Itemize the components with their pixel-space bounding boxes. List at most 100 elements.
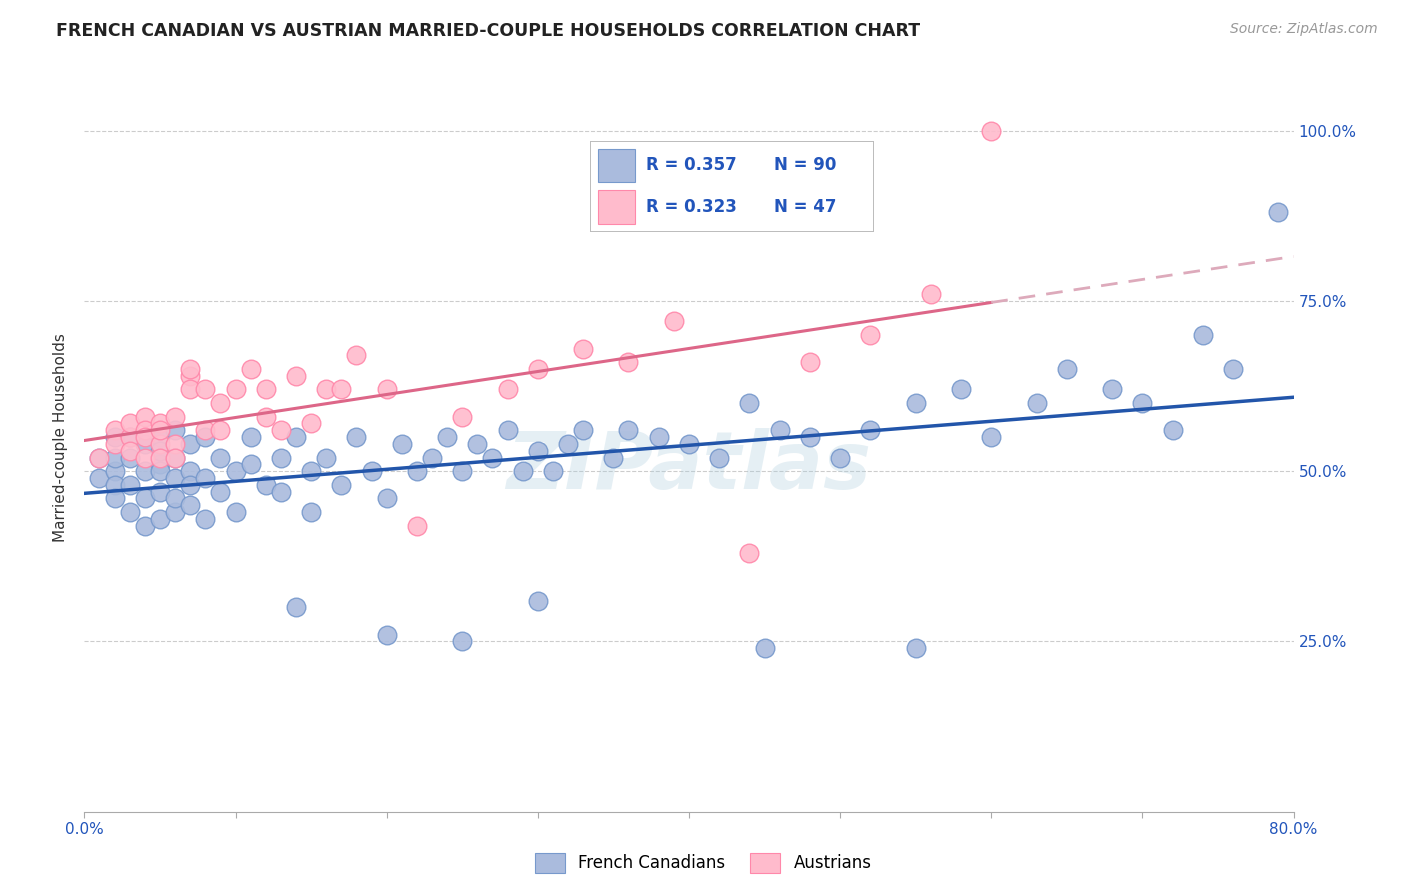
Point bbox=[738, 546, 761, 560]
FancyBboxPatch shape bbox=[599, 149, 636, 183]
Point bbox=[209, 450, 232, 465]
Point bbox=[285, 368, 308, 383]
Point bbox=[541, 464, 564, 478]
Point bbox=[496, 423, 519, 437]
Point bbox=[179, 437, 201, 451]
Text: R = 0.357: R = 0.357 bbox=[647, 156, 737, 175]
Point bbox=[285, 600, 308, 615]
Point bbox=[738, 396, 761, 410]
Point bbox=[104, 450, 127, 465]
Point bbox=[346, 348, 368, 362]
Point bbox=[1192, 327, 1215, 342]
Point bbox=[149, 484, 172, 499]
Point bbox=[375, 383, 398, 397]
Point bbox=[104, 423, 127, 437]
Point bbox=[149, 417, 172, 431]
Point bbox=[165, 505, 187, 519]
Point bbox=[104, 430, 127, 444]
Point bbox=[1267, 205, 1289, 219]
Point bbox=[467, 437, 489, 451]
Point bbox=[165, 450, 187, 465]
Point bbox=[904, 396, 927, 410]
Point bbox=[149, 430, 172, 444]
Point bbox=[149, 437, 172, 451]
Point bbox=[859, 327, 882, 342]
Point bbox=[1025, 396, 1047, 410]
Point bbox=[1101, 383, 1123, 397]
Point bbox=[209, 396, 232, 410]
Point bbox=[118, 477, 141, 491]
Legend: French Canadians, Austrians: French Canadians, Austrians bbox=[527, 847, 879, 880]
Point bbox=[104, 437, 127, 451]
Point bbox=[165, 450, 187, 465]
Point bbox=[572, 423, 595, 437]
Point bbox=[239, 362, 262, 376]
Point bbox=[420, 450, 443, 465]
Point bbox=[678, 437, 700, 451]
Point bbox=[481, 450, 503, 465]
Point bbox=[225, 505, 247, 519]
Point bbox=[299, 505, 322, 519]
Point bbox=[165, 423, 187, 437]
Point bbox=[451, 464, 474, 478]
Point bbox=[118, 417, 141, 431]
Point bbox=[920, 287, 942, 301]
Point bbox=[89, 450, 111, 465]
Point bbox=[209, 484, 232, 499]
Point bbox=[285, 430, 308, 444]
Text: ZIPatlas: ZIPatlas bbox=[506, 428, 872, 506]
Point bbox=[270, 450, 292, 465]
Point bbox=[118, 443, 141, 458]
Point bbox=[617, 423, 640, 437]
Point bbox=[179, 477, 201, 491]
Point bbox=[254, 383, 277, 397]
Point bbox=[118, 430, 141, 444]
Point bbox=[194, 471, 217, 485]
Text: N = 90: N = 90 bbox=[773, 156, 837, 175]
Point bbox=[134, 430, 156, 444]
Point bbox=[165, 437, 187, 451]
Point bbox=[134, 464, 156, 478]
Point bbox=[179, 368, 201, 383]
Point bbox=[149, 512, 172, 526]
Point bbox=[648, 430, 671, 444]
Y-axis label: Married-couple Households: Married-couple Households bbox=[53, 333, 69, 541]
Point bbox=[436, 430, 458, 444]
Point bbox=[149, 464, 172, 478]
Point bbox=[904, 641, 927, 656]
Point bbox=[104, 477, 127, 491]
Point bbox=[754, 641, 776, 656]
Point bbox=[134, 409, 156, 424]
Point bbox=[225, 464, 247, 478]
Point bbox=[134, 423, 156, 437]
Point bbox=[118, 505, 141, 519]
Point bbox=[1056, 362, 1078, 376]
Point bbox=[254, 409, 277, 424]
Point bbox=[346, 430, 368, 444]
Point bbox=[330, 477, 353, 491]
Point bbox=[179, 464, 201, 478]
Point bbox=[406, 518, 429, 533]
Text: N = 47: N = 47 bbox=[773, 197, 837, 216]
Point bbox=[165, 409, 187, 424]
Point bbox=[149, 423, 172, 437]
Point bbox=[1222, 362, 1244, 376]
Point bbox=[980, 123, 1002, 137]
Point bbox=[194, 383, 217, 397]
Point bbox=[165, 471, 187, 485]
Point bbox=[179, 498, 201, 512]
Point bbox=[375, 491, 398, 506]
Point bbox=[194, 430, 217, 444]
Point bbox=[527, 362, 550, 376]
Text: Source: ZipAtlas.com: Source: ZipAtlas.com bbox=[1230, 22, 1378, 37]
Point bbox=[299, 417, 322, 431]
Point bbox=[617, 355, 640, 369]
Point bbox=[134, 518, 156, 533]
Point bbox=[118, 450, 141, 465]
Point bbox=[118, 430, 141, 444]
Point bbox=[315, 383, 337, 397]
Point bbox=[496, 383, 519, 397]
Point bbox=[572, 342, 595, 356]
Point bbox=[950, 383, 973, 397]
Text: FRENCH CANADIAN VS AUSTRIAN MARRIED-COUPLE HOUSEHOLDS CORRELATION CHART: FRENCH CANADIAN VS AUSTRIAN MARRIED-COUP… bbox=[56, 22, 921, 40]
